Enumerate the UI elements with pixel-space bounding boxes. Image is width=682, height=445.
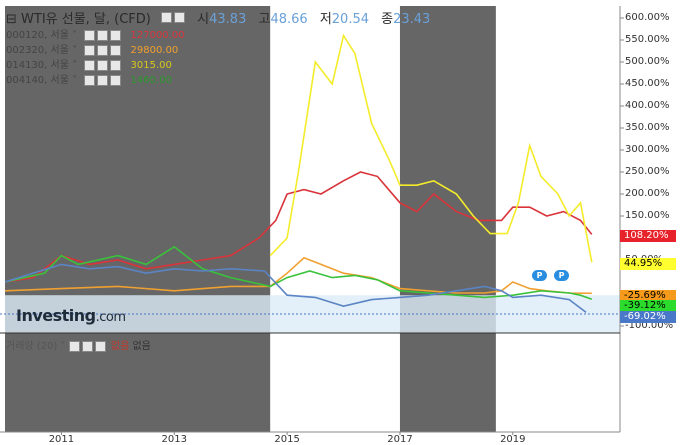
legend-controls[interactable] [84,44,123,57]
last-value-badge: -39.12% [620,300,676,312]
last-value-badge: -69.02% [620,311,676,323]
y-tick-label: 350.00% [625,122,670,133]
legend-item-000120[interactable]: 000120, 서울 ˅ 127000.00 [6,26,185,41]
y-tick-label: 150.00% [625,210,670,221]
investing-logo: Investing.com [16,306,126,325]
shaded-period-0 [5,6,271,432]
p-marker-icon[interactable]: P [554,270,569,281]
volume-value-1: 없음 [110,341,130,352]
last-value-badge: 44.95% [620,258,676,270]
high-label: 고 [258,12,271,27]
legend-name: 014130, 서울 ˅ [6,60,78,71]
legend-value: 1460.00 [130,75,172,86]
y-tick-label: -100.00% [625,320,674,331]
volume-controls[interactable] [68,340,108,352]
series-line-002320 [4,256,592,295]
y-tick-label: 600.00% [625,12,670,23]
legend-controls[interactable] [84,29,123,42]
last-value-badge: 108.20% [620,230,676,242]
legend-value: 127000.00 [130,30,185,41]
x-tick-label: 2015 [274,434,300,445]
close-label: 종 [381,12,394,27]
x-tick-label: 2011 [48,434,75,445]
legend-controls[interactable] [84,74,123,87]
legend-value: 3015.00 [130,60,172,71]
x-tick-label: 2013 [161,434,187,445]
last-value-badge: -25.69% [620,290,676,302]
series-line-WTI [4,263,587,314]
legend-item-004140[interactable]: 004140, 서울 ˅ 1460.00 [6,71,172,86]
y-tick-label: 400.00% [625,100,670,111]
x-tick-label: 2019 [500,434,526,445]
legend-controls[interactable] [84,59,123,72]
y-tick-label: 550.00% [625,34,670,45]
high-value: 48.66 [270,12,308,27]
y-tick-label: 500.00% [625,56,670,67]
legend-name: 000120, 서울 ˅ [6,30,78,41]
instrument-label: ⊟ WTI유 선물, 달, (CFD) [6,12,151,27]
y-tick-label: 200.00% [625,188,670,199]
series-controls[interactable] [161,12,186,27]
legend-name: 002320, 서울 ˅ [6,45,78,56]
open-value: 43.83 [209,12,247,27]
close-value: 23.43 [393,12,431,27]
shaded-period-1 [399,6,496,432]
legend-name: 004140, 서울 ˅ [6,75,78,86]
y-tick-label: 300.00% [625,144,670,155]
low-value: 20.54 [331,12,369,27]
low-label: 저 [319,12,332,27]
legend-item-002320[interactable]: 002320, 서울 ˅ 29800.00 [6,41,178,56]
series-line-014130 [269,33,593,263]
legend-item-014130[interactable]: 014130, 서울 ˅ 3015.00 [6,56,172,71]
series-line-000120 [4,171,593,283]
legend-value: 29800.00 [130,45,179,56]
chart-title: ⊟ WTI유 선물, 달, (CFD) 시43.83 고48.66 저20.54… [6,8,430,27]
x-tick-label: 2017 [387,434,413,445]
volume-indicator[interactable]: 거래량 (20) ˅ 없음 없음 [6,337,151,352]
open-label: 시 [197,12,210,27]
y-tick-label: 450.00% [625,78,670,89]
volume-label: 거래량 (20) ˅ [6,341,66,352]
volume-value-2: 없음 [132,341,151,352]
series-line-004140 [4,245,593,300]
y-tick-label: 250.00% [625,166,670,177]
p-marker-icon[interactable]: P [532,270,547,281]
